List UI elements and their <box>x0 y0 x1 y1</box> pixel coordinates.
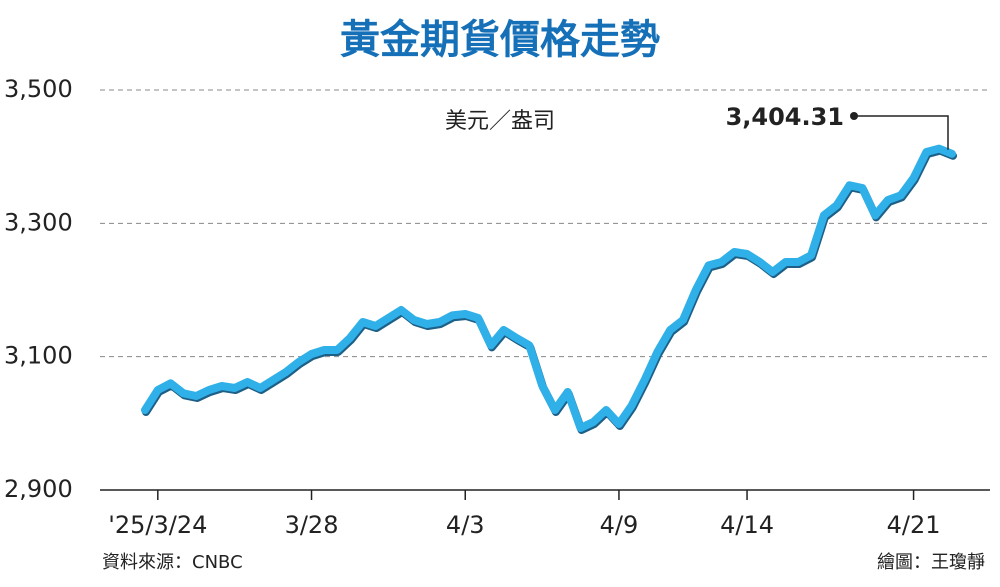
x-tick-label: 3/28 <box>285 511 339 539</box>
x-tick-label: 4/21 <box>887 511 941 539</box>
credit: 繪圖：王瓊靜 <box>877 552 985 573</box>
x-tick-label: 4/9 <box>600 511 639 539</box>
leader-line <box>854 115 949 150</box>
y-tick-label: 2,900 <box>4 475 73 503</box>
price-line <box>141 144 956 432</box>
x-tick-label: '25/3/24 <box>108 511 207 539</box>
y-tick-label: 3,500 <box>4 75 73 103</box>
x-tick-label: 4/14 <box>720 511 774 539</box>
chart-title: 黃金期貨價格走勢 <box>340 17 660 63</box>
y-tick-label: 3,100 <box>4 342 73 370</box>
source: 資料來源：CNBC <box>102 552 243 573</box>
unit-label: 美元／盎司 <box>445 109 555 134</box>
y-tick-label: 3,300 <box>4 208 73 236</box>
x-tick-label: 4/3 <box>446 511 485 539</box>
leader-dot <box>850 112 858 120</box>
value-label: 3,404.31 <box>726 103 844 131</box>
